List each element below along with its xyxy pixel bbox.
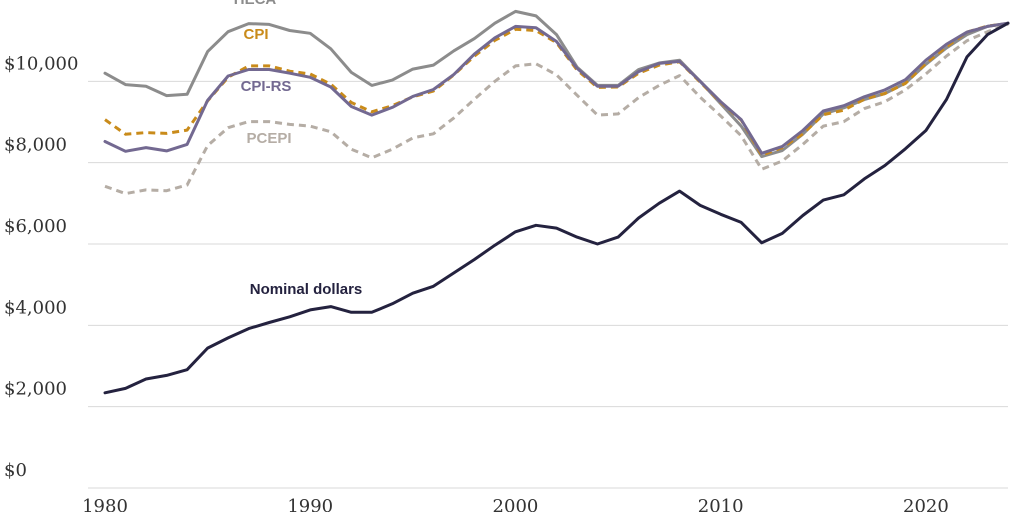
series-line-heca bbox=[103, 9, 1010, 159]
y-tick-label-8000: $8,000 bbox=[4, 135, 67, 156]
series-label-pcepi: PCEPI bbox=[246, 130, 291, 147]
series-line-nominal-dollars bbox=[103, 21, 1010, 395]
series-labels: HECA CPI CPI-RS PCEPI Nominal dollars bbox=[234, 0, 363, 298]
x-tick-label-2000: 2000 bbox=[493, 496, 539, 512]
y-tick-label-4000: $4,000 bbox=[4, 297, 67, 318]
series-line-cpi-rs bbox=[103, 21, 1010, 155]
series-label-cpi-rs: CPI-RS bbox=[241, 78, 292, 95]
series-label-heca: HECA bbox=[234, 0, 277, 8]
x-tick-label-1990: 1990 bbox=[287, 496, 333, 512]
x-tick-label-1980: 1980 bbox=[82, 496, 128, 512]
y-tick-label-2000: $2,000 bbox=[4, 379, 67, 400]
x-tick-label-2020: 2020 bbox=[903, 496, 949, 512]
series-lines bbox=[103, 9, 1010, 395]
series-label-cpi: CPI bbox=[243, 26, 268, 43]
y-axis-tick-labels: $0 $2,000 $4,000 $6,000 $8,000 $10,000 bbox=[4, 53, 78, 481]
x-tick-label-2010: 2010 bbox=[698, 496, 744, 512]
y-tick-label-6000: $6,000 bbox=[4, 216, 67, 237]
series-line-cpi bbox=[104, 22, 1009, 157]
series-label-nominal-dollars: Nominal dollars bbox=[250, 281, 363, 298]
x-axis-tick-labels: 1980 1990 2000 2010 2020 bbox=[82, 496, 949, 512]
y-tick-label-10000: $10,000 bbox=[4, 53, 78, 74]
series-line-pcepi bbox=[104, 22, 1009, 196]
gridlines bbox=[88, 80, 1008, 489]
y-tick-label-0: $0 bbox=[4, 460, 27, 481]
